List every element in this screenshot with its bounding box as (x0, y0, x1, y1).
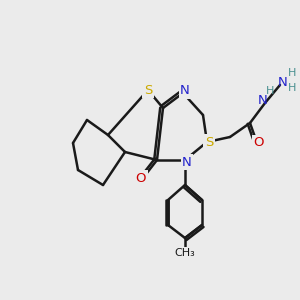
Text: N: N (182, 155, 192, 169)
Text: CH₃: CH₃ (175, 248, 195, 258)
Text: O: O (254, 136, 264, 149)
Text: N: N (278, 76, 288, 88)
Text: S: S (205, 136, 213, 148)
Text: S: S (144, 83, 152, 97)
Text: N: N (258, 94, 268, 106)
Text: O: O (136, 172, 146, 184)
Text: H: H (288, 83, 296, 93)
Text: H: H (266, 86, 274, 96)
Text: H: H (288, 68, 296, 78)
Text: N: N (180, 85, 190, 98)
